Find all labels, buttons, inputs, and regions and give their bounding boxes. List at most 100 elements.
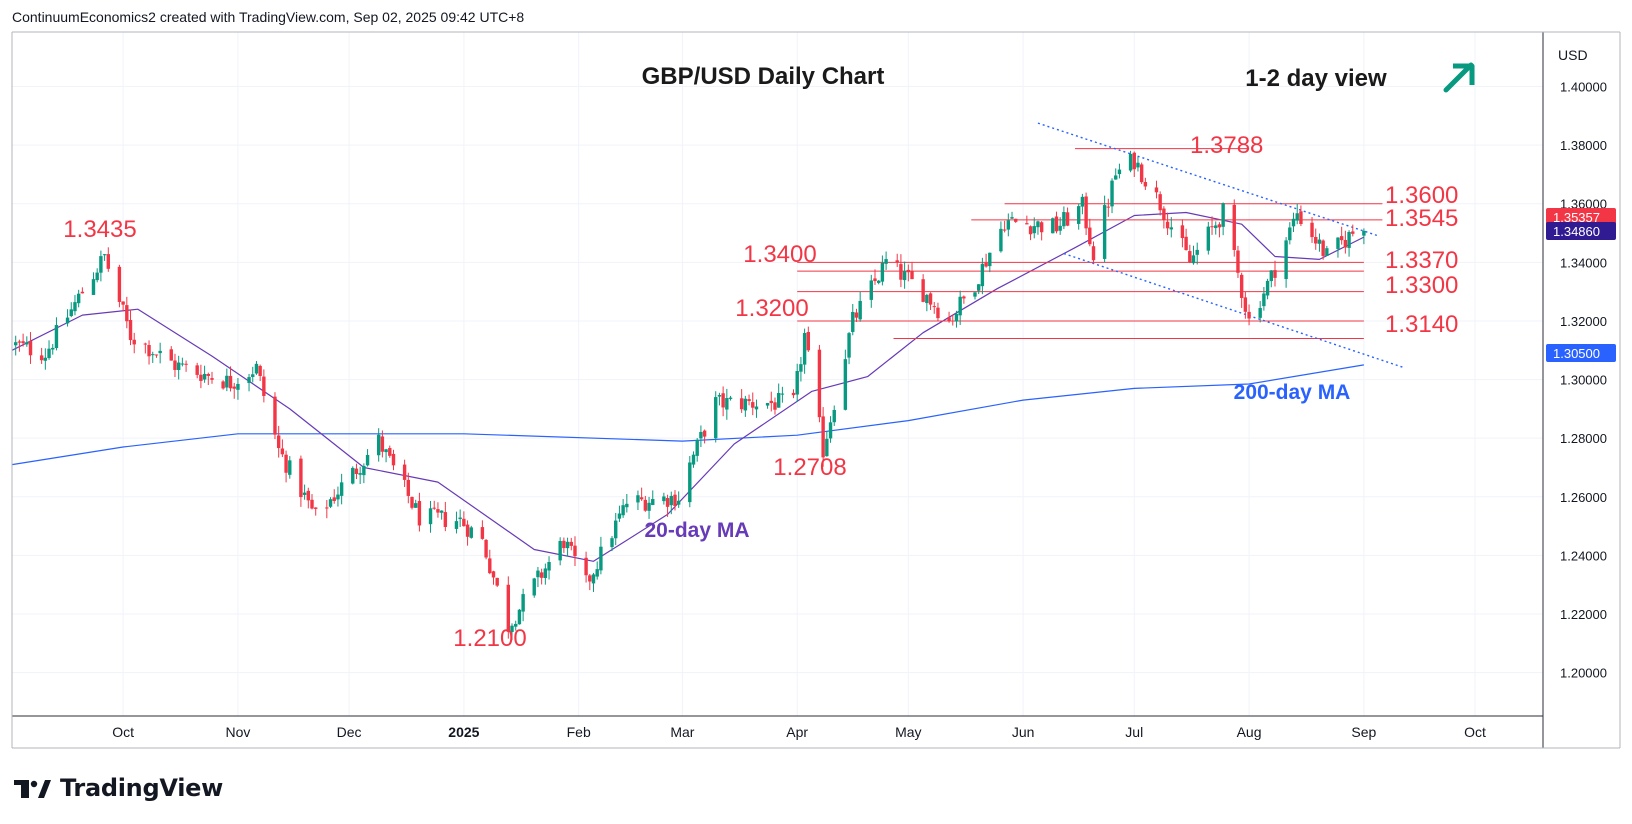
candle[interactable] [39, 347, 44, 364]
candle[interactable] [1299, 205, 1303, 227]
candle[interactable] [99, 250, 103, 282]
candle[interactable] [1269, 270, 1273, 288]
candle[interactable] [562, 537, 566, 553]
candle[interactable] [443, 501, 448, 532]
candle[interactable] [958, 290, 962, 325]
candle[interactable] [436, 502, 440, 518]
candle[interactable] [91, 272, 96, 295]
candle[interactable] [921, 274, 925, 303]
candle[interactable] [547, 556, 551, 580]
candle[interactable] [1076, 203, 1081, 230]
candle[interactable] [328, 497, 333, 509]
candle[interactable] [25, 336, 29, 347]
candle[interactable] [869, 274, 873, 308]
candle[interactable] [795, 363, 799, 402]
candle[interactable] [1262, 287, 1266, 311]
candle[interactable] [739, 389, 744, 413]
candle[interactable] [276, 425, 281, 458]
candle[interactable] [925, 293, 929, 312]
candle[interactable] [639, 487, 644, 501]
candle[interactable] [817, 344, 822, 423]
candle[interactable] [873, 269, 877, 285]
candle[interactable] [1006, 213, 1011, 237]
candle[interactable] [1110, 178, 1114, 214]
candle[interactable] [780, 386, 785, 403]
candle[interactable] [510, 623, 514, 640]
candle[interactable] [647, 496, 651, 519]
candle[interactable] [1217, 222, 1222, 238]
candle[interactable] [339, 473, 344, 505]
candle[interactable] [495, 577, 499, 588]
candle[interactable] [102, 253, 107, 261]
candle[interactable] [254, 361, 259, 375]
candle[interactable] [1139, 162, 1144, 184]
candle[interactable] [791, 389, 796, 399]
candle[interactable] [1214, 221, 1218, 235]
candle[interactable] [765, 402, 770, 409]
candle[interactable] [117, 264, 122, 308]
candle[interactable] [480, 520, 485, 540]
candle[interactable] [1158, 191, 1162, 216]
candle[interactable] [617, 505, 622, 522]
candle[interactable] [828, 416, 833, 443]
candle[interactable] [406, 472, 411, 504]
candle[interactable] [1343, 230, 1348, 254]
candle[interactable] [1084, 192, 1088, 236]
candle[interactable] [310, 494, 314, 510]
candle[interactable] [936, 302, 940, 321]
candle[interactable] [195, 362, 199, 379]
candle[interactable] [1291, 212, 1296, 233]
candle[interactable] [847, 332, 851, 365]
candle[interactable] [73, 295, 77, 316]
candle[interactable] [1058, 217, 1062, 235]
candle[interactable] [880, 255, 885, 286]
candle[interactable] [432, 500, 436, 510]
candle[interactable] [1154, 180, 1159, 199]
candle[interactable] [747, 394, 751, 406]
candle[interactable] [1321, 239, 1325, 260]
candle[interactable] [517, 608, 522, 625]
candle[interactable] [1314, 228, 1318, 250]
candle[interactable] [906, 264, 911, 282]
candle[interactable] [1132, 151, 1136, 178]
candle[interactable] [625, 493, 629, 513]
candle[interactable] [288, 456, 292, 479]
candle[interactable] [236, 377, 240, 400]
candle[interactable] [1362, 228, 1366, 245]
candle[interactable] [354, 463, 359, 480]
candle[interactable] [999, 221, 1003, 253]
candle[interactable] [1347, 230, 1351, 257]
candle[interactable] [539, 568, 544, 585]
candle[interactable] [251, 366, 255, 383]
candle[interactable] [902, 261, 907, 289]
candle[interactable] [725, 388, 729, 420]
candle[interactable] [588, 573, 592, 591]
candle[interactable] [391, 449, 396, 471]
candle[interactable] [362, 463, 366, 484]
candle[interactable] [1162, 206, 1166, 229]
candle[interactable] [806, 326, 811, 352]
candle[interactable] [1025, 215, 1029, 225]
candle[interactable] [206, 372, 211, 386]
candle[interactable] [262, 369, 266, 403]
candle[interactable] [751, 392, 755, 416]
candle[interactable] [1117, 163, 1122, 179]
candle[interactable] [332, 489, 336, 504]
candle[interactable] [199, 364, 203, 389]
candle[interactable] [721, 386, 725, 417]
candle[interactable] [928, 292, 933, 311]
candle[interactable] [858, 291, 862, 322]
candle[interactable] [14, 335, 18, 356]
candle[interactable] [273, 392, 277, 440]
candle[interactable] [769, 391, 773, 412]
candle[interactable] [1351, 224, 1355, 237]
candle[interactable] [95, 268, 99, 283]
candle[interactable] [51, 344, 55, 355]
candle[interactable] [832, 405, 836, 426]
candle[interactable] [465, 520, 470, 546]
candle[interactable] [973, 291, 977, 300]
candle[interactable] [228, 366, 233, 392]
candle[interactable] [314, 507, 318, 516]
candle[interactable] [306, 487, 311, 509]
candle[interactable] [410, 496, 414, 510]
